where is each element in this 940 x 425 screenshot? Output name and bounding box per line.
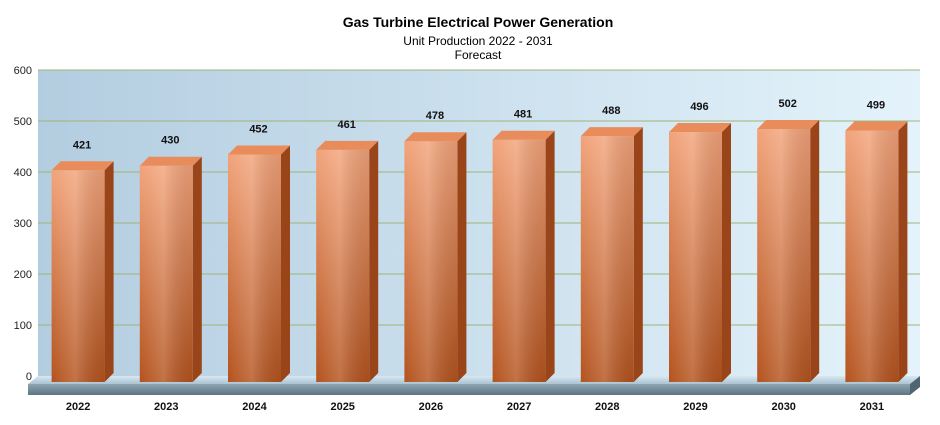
data-label: 452 [249, 123, 267, 135]
x-axis-categories: 2022 2023 2024 2025 2026 2027 2028 2029 2030 2031 [66, 401, 884, 413]
data-labels: 421 430 452 461 478 481 488 496 502 499 [73, 98, 885, 151]
bar [669, 123, 731, 382]
bar-shine [492, 139, 546, 382]
bar-shine [316, 149, 370, 382]
bars [51, 119, 908, 383]
bar-top [757, 119, 820, 129]
chart-subtitle-line-1: Unit Production 2022 - 2031 [403, 34, 553, 48]
bar [404, 132, 467, 382]
data-label: 488 [602, 105, 620, 117]
bar-shine [228, 154, 281, 382]
bar-shine [580, 136, 634, 382]
bar-side [104, 161, 114, 382]
data-label: 502 [779, 98, 797, 110]
y-tick-label: 100 [14, 320, 32, 332]
y-tick-label: 500 [14, 116, 32, 128]
y-tick-label: 200 [14, 269, 32, 281]
bar-top [228, 145, 290, 155]
bar-side [722, 123, 731, 382]
bar-shine [845, 130, 899, 382]
x-category-label: 2026 [419, 401, 443, 413]
bar-top [316, 140, 379, 150]
data-label: 481 [514, 109, 532, 121]
bar-side [457, 132, 467, 382]
bar-top [139, 156, 202, 166]
x-category-label: 2028 [595, 401, 619, 413]
x-category-label: 2023 [154, 401, 178, 413]
bar [492, 130, 555, 382]
chart-floor-side [910, 376, 920, 395]
y-axis-ticks: 0 100 200 300 400 500 600 [14, 65, 32, 383]
y-tick-label: 300 [14, 218, 32, 230]
bar [845, 121, 908, 382]
bar-shine [404, 141, 458, 382]
x-category-label: 2027 [507, 401, 531, 413]
bar-side [192, 156, 202, 382]
bar [139, 156, 202, 382]
bar-top [669, 123, 731, 133]
bar-top [580, 127, 643, 137]
y-tick-label: 0 [26, 371, 32, 383]
bar-shine [757, 128, 811, 382]
bar-side [633, 127, 643, 383]
x-category-label: 2025 [330, 401, 354, 413]
bar-shine [139, 165, 193, 382]
x-category-label: 2024 [242, 401, 267, 413]
bar [316, 140, 379, 382]
data-label: 478 [426, 110, 444, 122]
bar-top [845, 121, 908, 131]
x-category-label: 2031 [860, 401, 884, 413]
chart-floor-front [28, 384, 910, 395]
bar-side [281, 145, 290, 382]
chart-subtitle-line-2: Forecast [455, 48, 502, 62]
bar [228, 145, 290, 382]
bar-shine [669, 132, 722, 382]
bar-side [810, 119, 820, 382]
data-label: 461 [338, 119, 356, 131]
bar [580, 127, 643, 383]
bar-top [404, 132, 467, 142]
bar-side [898, 121, 908, 382]
y-tick-label: 600 [14, 65, 32, 77]
x-category-label: 2022 [66, 401, 90, 413]
bar-top [51, 161, 114, 171]
bar-side [545, 130, 555, 382]
data-label: 496 [690, 101, 708, 113]
bar-shine [51, 170, 105, 382]
y-tick-label: 400 [14, 167, 32, 179]
x-category-label: 2029 [683, 401, 707, 413]
bar [757, 119, 820, 382]
bar-side [369, 140, 379, 382]
chart-title: Gas Turbine Electrical Power Generation [343, 14, 614, 30]
data-label: 430 [161, 135, 179, 147]
data-label: 499 [867, 100, 885, 112]
bar [51, 161, 114, 382]
data-label: 421 [73, 139, 91, 151]
x-category-label: 2030 [771, 401, 795, 413]
bar-top [492, 130, 555, 140]
